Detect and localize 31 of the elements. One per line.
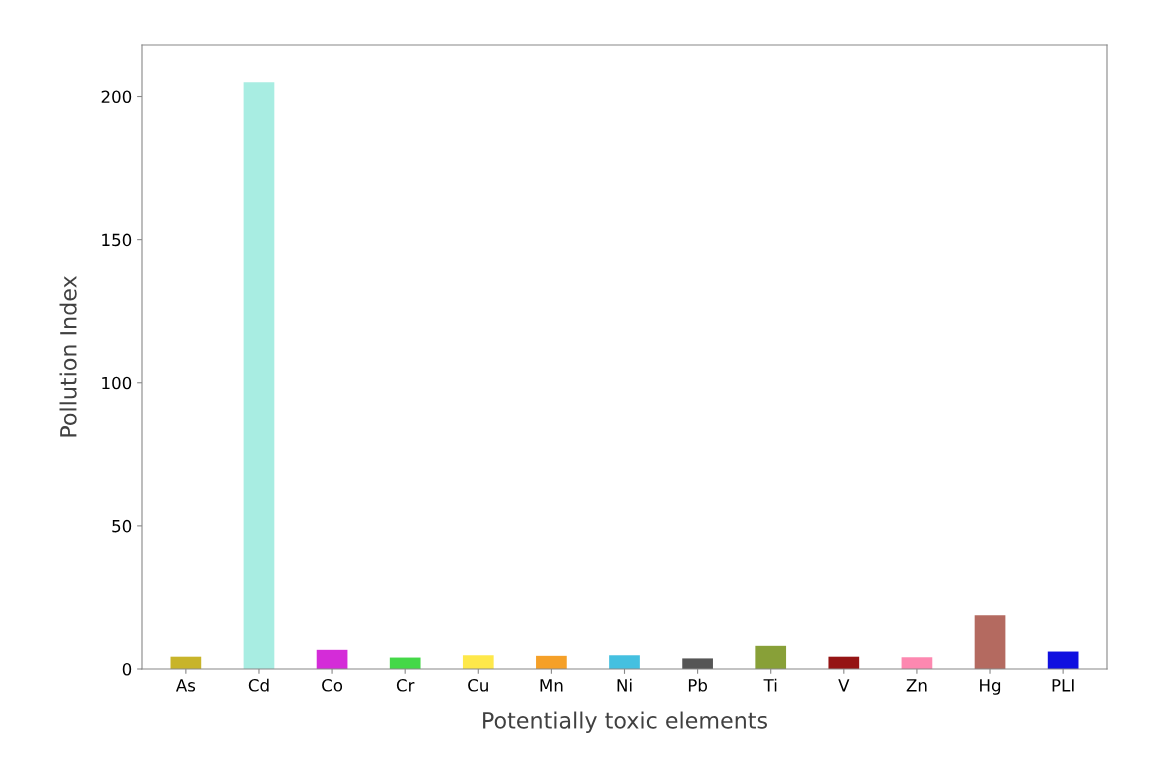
y-tick-label: 150 bbox=[102, 233, 132, 247]
x-tick-label: V bbox=[838, 679, 850, 692]
bar bbox=[536, 655, 567, 669]
x-tick-label: Co bbox=[322, 679, 343, 692]
x-tick-label: Mn bbox=[540, 679, 563, 692]
x-tick-label: Ni bbox=[617, 678, 632, 692]
y-axis-title: Pollution Index bbox=[59, 276, 77, 437]
x-tick-label: Cd bbox=[248, 678, 269, 692]
bar bbox=[901, 657, 933, 669]
x-tick-label: Pb bbox=[688, 678, 708, 692]
bar bbox=[462, 655, 494, 669]
bar bbox=[974, 615, 1006, 669]
x-tick-label: Hg bbox=[980, 679, 1001, 695]
x-tick-label: PLI bbox=[1052, 679, 1074, 692]
bar bbox=[682, 658, 713, 669]
x-axis-title: Potentially toxic elements bbox=[483, 711, 767, 734]
bar bbox=[243, 82, 275, 669]
x-tick-label: Ti bbox=[763, 678, 777, 692]
bar bbox=[1047, 651, 1079, 669]
bar bbox=[755, 645, 787, 669]
y-tick-label: 50 bbox=[112, 519, 132, 533]
bar bbox=[609, 655, 640, 669]
x-tick-label: Cr bbox=[396, 679, 415, 692]
bar bbox=[316, 649, 348, 669]
y-tick-label: 200 bbox=[101, 90, 132, 104]
y-tick-label: 100 bbox=[102, 376, 132, 390]
x-tick-label: Zn bbox=[906, 679, 927, 692]
x-tick-label: Cu bbox=[468, 679, 488, 692]
y-tick-label: 0 bbox=[122, 662, 132, 676]
bar bbox=[828, 656, 860, 669]
x-tick-label: As bbox=[175, 679, 196, 692]
